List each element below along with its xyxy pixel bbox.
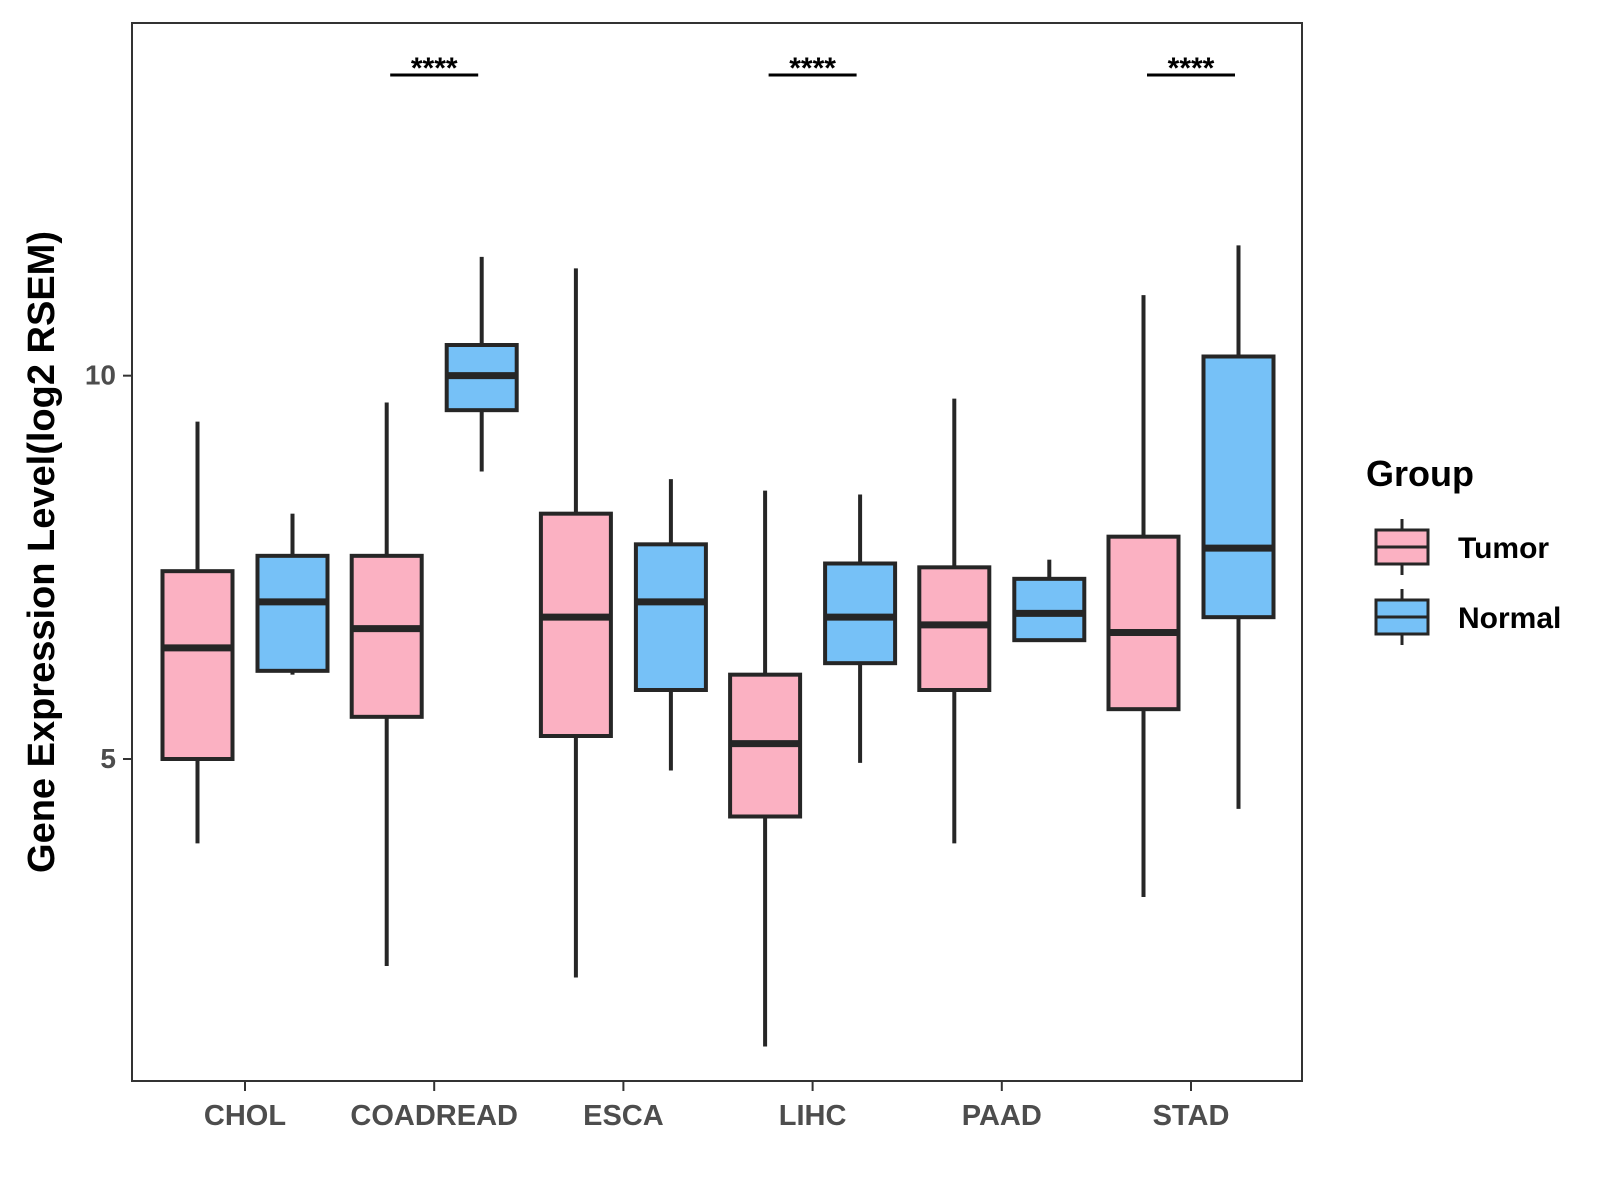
box-normal-stad xyxy=(1201,245,1276,809)
box-body xyxy=(1201,354,1276,620)
box-tumor-esca xyxy=(538,268,613,978)
y-tick-label: 5 xyxy=(100,743,116,774)
plot-area: 5 10 CHOL COADREAD ESCA LIHC PAAD STAD **** **** *… xyxy=(85,22,1303,1132)
legend-label: Normal xyxy=(1458,602,1561,635)
box-body xyxy=(1012,576,1087,643)
y-tick-label: 10 xyxy=(85,360,116,391)
legend-label: Tumor xyxy=(1458,532,1549,565)
box-normal-esca xyxy=(633,479,708,771)
x-tick-label: STAD xyxy=(1153,1100,1230,1132)
box-tumor-lihc xyxy=(728,490,803,1047)
y-axis-label: Gene Expression Level(log2 RSEM) xyxy=(21,231,63,873)
legend-item-tumor: Tumor xyxy=(1374,519,1549,575)
plot-panel-border xyxy=(131,22,1303,1082)
significance-label: **** xyxy=(1168,52,1215,85)
box-tumor-coadread xyxy=(349,402,424,966)
box-normal-lihc xyxy=(823,494,898,763)
box-body xyxy=(349,553,424,719)
box-normal-paad xyxy=(1012,559,1087,643)
x-tick-label: CHOL xyxy=(204,1100,286,1132)
significance-label: **** xyxy=(411,52,458,85)
box-body xyxy=(1106,534,1181,712)
x-tick-label: PAAD xyxy=(962,1100,1042,1132)
box-body xyxy=(538,511,613,739)
box-body xyxy=(917,565,992,692)
legend-item-normal: Normal xyxy=(1374,589,1561,645)
box-body xyxy=(160,569,235,762)
box-body xyxy=(255,553,330,673)
legend-title: Group xyxy=(1366,453,1474,494)
box-body xyxy=(633,542,708,692)
significance-label: **** xyxy=(789,52,836,85)
box-body xyxy=(823,561,898,666)
legend: Group Tumor Normal xyxy=(1366,453,1561,645)
box-tumor-chol xyxy=(160,421,235,844)
x-tick-label: ESCA xyxy=(583,1100,664,1132)
x-tick-label: LIHC xyxy=(779,1100,847,1132)
x-tick-label: COADREAD xyxy=(350,1100,518,1132)
box-tumor-stad xyxy=(1106,295,1181,897)
box-normal-chol xyxy=(255,513,330,675)
box-tumor-paad xyxy=(917,398,992,844)
box-normal-coadread xyxy=(444,256,519,472)
